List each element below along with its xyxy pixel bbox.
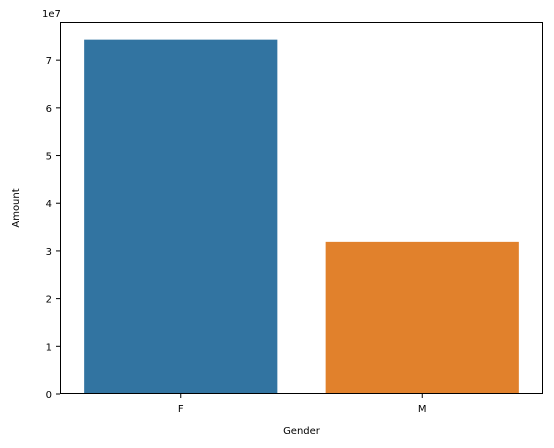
x-axis-label: Gender — [283, 426, 321, 437]
y-tick-label: 6 — [46, 104, 52, 115]
y-tick-label: 0 — [46, 390, 52, 401]
y-axis-label: Amount — [11, 188, 22, 227]
y-tick-label: 2 — [46, 295, 52, 306]
bar-m — [325, 241, 519, 394]
y-tick-label: 7 — [46, 56, 52, 67]
y-tick-label: 1 — [46, 342, 52, 353]
x-tick-label: F — [178, 404, 184, 415]
y-tick-label: 3 — [46, 247, 52, 258]
bars-group — [84, 39, 519, 395]
y-axis-offset-label: 1e7 — [42, 9, 61, 20]
bar-f — [84, 39, 278, 395]
y-axis-ticks: 0 1 2 3 4 5 6 7 — [46, 56, 60, 401]
x-tick-label: M — [418, 404, 427, 415]
y-tick-label: 4 — [46, 199, 52, 210]
y-tick-label: 5 — [46, 152, 52, 163]
plot-frame — [60, 22, 543, 394]
